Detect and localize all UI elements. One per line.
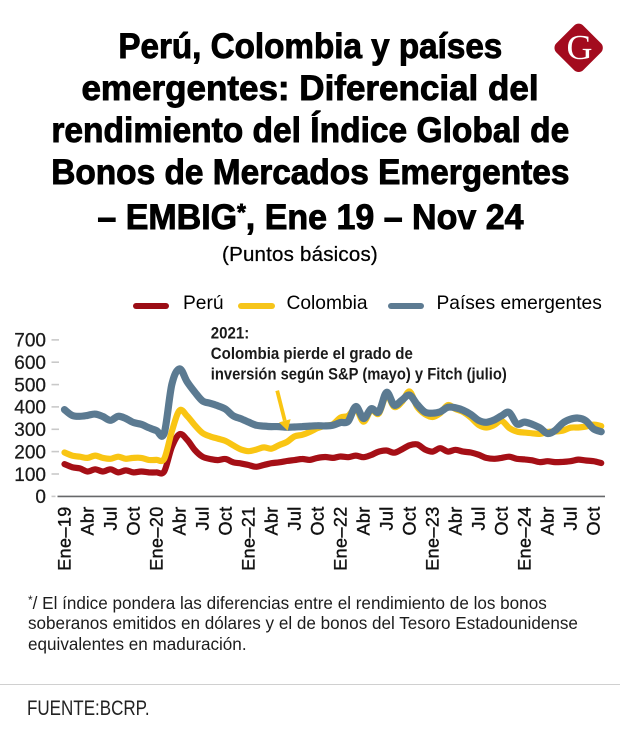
svg-text:Oct: Oct bbox=[307, 506, 327, 535]
svg-text:Abr: Abr bbox=[77, 506, 97, 535]
svg-text:Oct: Oct bbox=[215, 506, 235, 535]
svg-text:Colombia pierde el grado de: Colombia pierde el grado de bbox=[211, 345, 413, 363]
svg-text:Ene–21: Ene–21 bbox=[238, 506, 258, 570]
svg-text:inversión según S&P (mayo) y F: inversión según S&P (mayo) y Fitch (juli… bbox=[211, 366, 507, 384]
svg-text:Oct: Oct bbox=[491, 506, 511, 535]
svg-text:Oct: Oct bbox=[123, 506, 143, 535]
svg-text:0: 0 bbox=[35, 487, 46, 508]
svg-text:Ene–24: Ene–24 bbox=[514, 506, 534, 570]
svg-text:Ene–20: Ene–20 bbox=[146, 506, 166, 570]
svg-text:600: 600 bbox=[14, 353, 46, 374]
svg-text:G: G bbox=[567, 28, 593, 67]
svg-text:Ene–23: Ene–23 bbox=[422, 506, 442, 570]
svg-text:Ene–19: Ene–19 bbox=[54, 506, 74, 570]
svg-text:Abr: Abr bbox=[537, 506, 557, 535]
svg-text:Abr: Abr bbox=[353, 506, 373, 535]
svg-text:200: 200 bbox=[14, 442, 46, 463]
svg-text:2021:: 2021: bbox=[211, 324, 250, 342]
svg-text:Jul: Jul bbox=[376, 506, 396, 530]
svg-text:Jul: Jul bbox=[192, 506, 212, 530]
svg-text:Jul: Jul bbox=[560, 506, 580, 530]
svg-text:Abr: Abr bbox=[169, 506, 189, 535]
svg-text:Oct: Oct bbox=[583, 506, 603, 535]
svg-text:700: 700 bbox=[14, 331, 46, 352]
svg-text:100: 100 bbox=[14, 465, 46, 486]
svg-text:Jul: Jul bbox=[468, 506, 488, 530]
svg-text:Jul: Jul bbox=[100, 506, 120, 530]
svg-text:500: 500 bbox=[14, 375, 46, 396]
svg-text:Abr: Abr bbox=[261, 506, 281, 535]
svg-text:400: 400 bbox=[14, 398, 46, 419]
svg-text:Abr: Abr bbox=[445, 506, 465, 535]
svg-text:Jul: Jul bbox=[284, 506, 304, 530]
svg-text:Oct: Oct bbox=[399, 506, 419, 535]
svg-text:Ene–22: Ene–22 bbox=[330, 506, 350, 570]
svg-text:300: 300 bbox=[14, 420, 46, 441]
